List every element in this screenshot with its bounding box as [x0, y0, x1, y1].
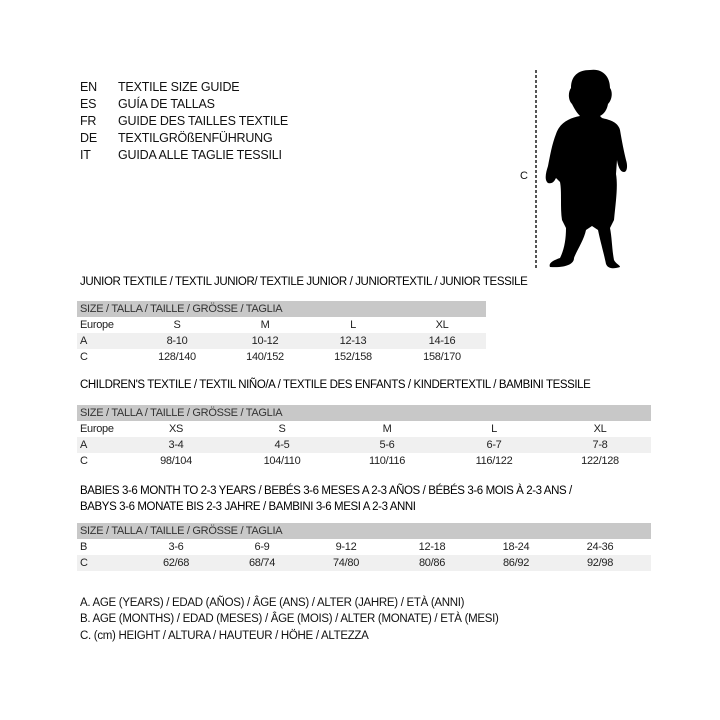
table-cell: 110/116 [368, 455, 406, 467]
row-label: A [80, 439, 88, 451]
table-cell: 12-18 [418, 541, 446, 553]
language-title: TEXTILGRÖßENFÜHRUNG [118, 131, 273, 145]
legend-height-cm: C. (cm) HEIGHT / ALTURA / HAUTEUR / HÖHE… [80, 630, 369, 642]
table-cell: M [260, 319, 270, 331]
table-cell: 116/122 [475, 455, 513, 467]
table-cell: 5-6 [379, 439, 395, 451]
table-row: A 3-4 4-5 5-6 6-7 7-8 [77, 437, 651, 453]
childrens-textile-title: CHILDREN'S TEXTILE / TEXTIL NIÑO/A / TEX… [80, 379, 591, 391]
table-cell: 24-36 [586, 541, 614, 553]
table-row: C 98/104 104/110 110/116 116/122 122/128 [77, 453, 651, 469]
junior-size-table: SIZE / TALLA / TAILLE / GRÖSSE / TAGLIA E… [77, 301, 486, 365]
table-cell: 10-12 [251, 335, 279, 347]
language-code: EN [80, 80, 97, 94]
language-item-en: EN TEXTILE SIZE GUIDE [80, 79, 288, 95]
table-cell: L [350, 319, 356, 331]
table-cell: 12-13 [339, 335, 367, 347]
size-header-row: SIZE / TALLA / TAILLE / GRÖSSE / TAGLIA [77, 523, 651, 539]
height-measure-label: C [520, 170, 528, 182]
row-label: Europe [80, 423, 114, 435]
language-item-it: IT GUIDA ALLE TAGLIE TESSILI [80, 147, 288, 163]
table-cell: 128/140 [158, 351, 196, 363]
table-cell: 98/104 [160, 455, 192, 467]
table-cell: 7-8 [592, 439, 608, 451]
language-code: DE [80, 131, 97, 145]
table-cell: XS [168, 423, 184, 435]
table-cell: 92/98 [586, 557, 614, 569]
table-cell: 6-9 [254, 541, 270, 553]
table-cell: 74/80 [332, 557, 360, 569]
table-cell: 68/74 [248, 557, 276, 569]
childrens-size-table: SIZE / TALLA / TAILLE / GRÖSSE / TAGLIA E… [77, 405, 651, 469]
junior-textile-title: JUNIOR TEXTILE / TEXTIL JUNIOR/ TEXTILE … [80, 276, 528, 288]
legend-age-years: A. AGE (YEARS) / EDAD (AÑOS) / ÂGE (ANS)… [80, 597, 465, 609]
table-cell: XL [593, 423, 607, 435]
size-header-row: SIZE / TALLA / TAILLE / GRÖSSE / TAGLIA [77, 301, 486, 317]
babies-textile-title-line-1: BABIES 3-6 MONTH TO 2-3 YEARS / BEBÉS 3-… [80, 485, 572, 497]
language-list: EN TEXTILE SIZE GUIDE ES GUÍA DE TALLAS FR… [80, 79, 288, 163]
language-title: TEXTILE SIZE GUIDE [118, 80, 240, 94]
row-label: Europe [80, 319, 114, 331]
language-item-de: DE TEXTILGRÖßENFÜHRUNG [80, 130, 288, 146]
table-cell: 3-6 [168, 541, 184, 553]
row-label: A [80, 335, 88, 347]
child-silhouette-icon [545, 69, 628, 269]
language-item-es: ES GUÍA DE TALLAS [80, 96, 288, 112]
size-header-row: SIZE / TALLA / TAILLE / GRÖSSE / TAGLIA [77, 405, 651, 421]
table-cell: 6-7 [486, 439, 502, 451]
row-label: C [80, 351, 88, 363]
language-title: GUIDE DES TAILLES TEXTILE [118, 114, 289, 128]
table-cell: 9-12 [335, 541, 357, 553]
table-row: C 128/140 140/152 152/158 158/170 [77, 349, 486, 365]
row-label: C [80, 557, 88, 569]
row-label: B [80, 541, 88, 553]
table-cell: 62/68 [162, 557, 190, 569]
language-code: IT [80, 148, 91, 162]
table-row: C 62/68 68/74 74/80 80/86 86/92 92/98 [77, 555, 651, 571]
table-cell: 80/86 [418, 557, 446, 569]
table-row: B 3-6 6-9 9-12 12-18 18-24 24-36 [77, 539, 651, 555]
table-cell: 104/110 [263, 455, 301, 467]
table-cell: 140/152 [246, 351, 284, 363]
table-cell: S [278, 423, 286, 435]
table-cell: M [382, 423, 392, 435]
table-row: Europe S M L XL [77, 317, 486, 333]
table-row: Europe XS S M L XL [77, 421, 651, 437]
table-cell: S [173, 319, 181, 331]
table-cell: 18-24 [502, 541, 530, 553]
table-cell: XL [435, 319, 449, 331]
language-item-fr: FR GUIDE DES TAILLES TEXTILE [80, 113, 288, 129]
table-cell: 152/158 [334, 351, 372, 363]
legend-age-months: B. AGE (MONTHS) / EDAD (MESES) / ÂGE (MO… [80, 613, 499, 625]
language-code: FR [80, 114, 97, 128]
table-cell: 86/92 [502, 557, 530, 569]
table-row: A 8-10 10-12 12-13 14-16 [77, 333, 486, 349]
babies-size-table: SIZE / TALLA / TAILLE / GRÖSSE / TAGLIA B… [77, 523, 651, 571]
table-cell: 14-16 [428, 335, 456, 347]
table-cell: 3-4 [168, 439, 184, 451]
child-silhouette-figure [535, 69, 628, 269]
babies-textile-title-line-2: BABYS 3-6 MONATE BIS 2-3 JAHRE / BAMBINI… [80, 501, 416, 513]
language-title: GUIDA ALLE TAGLIE TESSILI [118, 148, 282, 162]
table-cell: 8-10 [166, 335, 188, 347]
language-title: GUÍA DE TALLAS [118, 97, 215, 111]
table-cell: 4-5 [274, 439, 290, 451]
language-code: ES [80, 97, 97, 111]
table-cell: 122/128 [581, 455, 619, 467]
table-cell: 158/170 [423, 351, 461, 363]
row-label: C [80, 455, 88, 467]
table-cell: L [491, 423, 497, 435]
